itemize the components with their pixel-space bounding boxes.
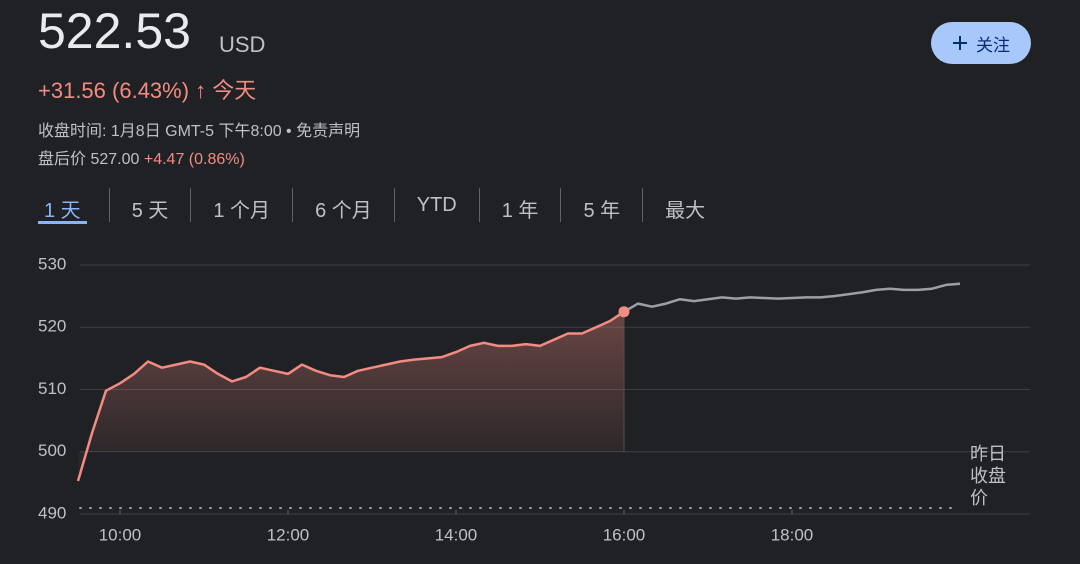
x-tick-label: 14:00 bbox=[435, 525, 478, 544]
range-tab[interactable]: 6 个月 bbox=[315, 200, 372, 222]
y-tick-label: 490 bbox=[38, 503, 66, 522]
tab-separator bbox=[393, 188, 395, 222]
follow-button[interactable]: 关注 bbox=[931, 22, 1031, 64]
y-tick-label: 520 bbox=[38, 317, 66, 336]
y-tick-label: 510 bbox=[38, 379, 66, 398]
follow-label: 关注 bbox=[976, 35, 1010, 55]
range-tab[interactable]: 5 年 bbox=[583, 200, 621, 222]
tab-separator bbox=[190, 188, 192, 222]
plus-icon bbox=[953, 36, 967, 50]
range-tab[interactable]: 1 年 bbox=[501, 200, 539, 222]
range-tab[interactable]: 5 天 bbox=[131, 200, 169, 222]
after-hours: 盘后价 527.00 +4.47 (0.86%) bbox=[38, 145, 245, 169]
after-hours-price: 527.00 bbox=[90, 151, 140, 168]
after-hours-label: 盘后价 bbox=[38, 151, 87, 168]
price: 522.53 bbox=[38, 3, 191, 59]
change-arrow: ↑ bbox=[195, 78, 207, 103]
range-tab[interactable]: 1 个月 bbox=[213, 200, 271, 222]
range-tabs: 1 天 5 天 1 个月 6 个月 YTD 1 年 5 年 最大 bbox=[38, 188, 705, 224]
x-tick-label: 10:00 bbox=[99, 525, 142, 544]
price-line bbox=[76, 310, 625, 482]
change-value: +31.56 (6.43%) bbox=[38, 78, 190, 103]
range-tab[interactable]: YTD bbox=[416, 194, 457, 216]
currency: USD bbox=[219, 32, 266, 57]
change-period: 今天 bbox=[212, 78, 257, 103]
after-hours-change: +4.47 (0.86%) bbox=[143, 151, 245, 168]
y-tick-label: 530 bbox=[38, 254, 66, 273]
area bbox=[78, 311, 624, 481]
y-tick-label: 500 bbox=[38, 441, 66, 460]
change: +31.56 (6.43%) ↑ 今天 bbox=[38, 73, 256, 105]
close-info[interactable]: 收盘时间: 1月8日 GMT-5 下午8:00 • 免责声明 bbox=[38, 123, 361, 140]
tab-separator bbox=[478, 188, 480, 222]
range-tab[interactable]: 1 天 bbox=[38, 188, 87, 224]
range-tab[interactable]: 最大 bbox=[665, 200, 706, 222]
x-tick-label: 16:00 bbox=[603, 525, 646, 544]
tab-separator bbox=[642, 188, 644, 222]
previous-close-label: 昨日收盘价 bbox=[970, 444, 1006, 508]
x-tick-label: 18:00 bbox=[771, 525, 814, 544]
tab-separator bbox=[560, 188, 562, 222]
close-point bbox=[618, 306, 630, 318]
tab-separator bbox=[292, 188, 294, 222]
x-tick-label: 12:00 bbox=[267, 525, 310, 544]
price-line bbox=[623, 282, 961, 313]
tab-separator bbox=[108, 188, 110, 222]
